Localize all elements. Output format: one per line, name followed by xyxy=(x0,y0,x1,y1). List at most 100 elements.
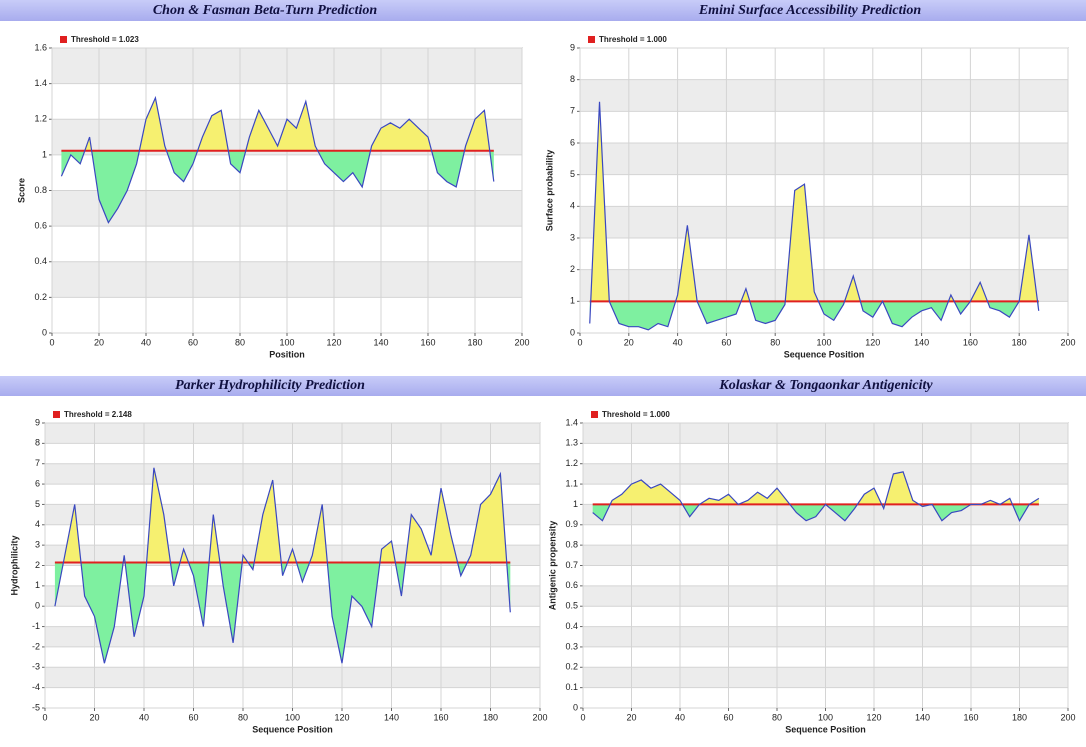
legend-swatch xyxy=(591,411,598,418)
x-tick-label: 180 xyxy=(1012,712,1027,722)
data-line xyxy=(589,101,1040,331)
x-tick-label: 200 xyxy=(514,337,529,347)
area-below xyxy=(54,562,511,664)
x-tick-label: 140 xyxy=(914,337,929,347)
y-axis-label: Antigenic propensity xyxy=(547,521,557,611)
y-tick-label: 1 xyxy=(35,580,40,590)
y-tick-label: 1.1 xyxy=(565,478,578,488)
y-tick-label: 5 xyxy=(35,499,40,509)
y-tick-label: -4 xyxy=(32,682,40,692)
y-tick-label: 7 xyxy=(570,106,575,116)
y-tick-label: -5 xyxy=(32,702,40,712)
y-tick-label: 0.5 xyxy=(565,601,578,611)
title-bar xyxy=(0,376,1086,396)
chart-title: Parker Hydrophilicity Prediction xyxy=(175,378,365,393)
x-tick-label: 160 xyxy=(433,712,448,722)
x-axis-label: Sequence Position xyxy=(252,724,333,734)
y-tick-label: 9 xyxy=(35,417,40,427)
x-tick-label: 40 xyxy=(139,712,149,722)
y-tick-label: 0.8 xyxy=(565,540,578,550)
x-tick-label: 180 xyxy=(483,712,498,722)
y-tick-label: 0.7 xyxy=(565,560,578,570)
x-tick-label: 120 xyxy=(326,337,341,347)
x-tick-label: 20 xyxy=(94,337,104,347)
y-tick-label: 0.9 xyxy=(565,519,578,529)
x-tick-label: 60 xyxy=(723,712,733,722)
y-tick-label: 1 xyxy=(42,149,47,159)
x-tick-label: 0 xyxy=(577,337,582,347)
y-tick-label: 4 xyxy=(570,201,575,211)
legend-label: Threshold = 1.023 xyxy=(71,35,139,44)
area-above xyxy=(610,471,1039,505)
y-axis-label: Surface probability xyxy=(544,150,554,232)
y-tick-label: -2 xyxy=(32,641,40,651)
x-tick-label: 60 xyxy=(188,337,198,347)
x-tick-label: 80 xyxy=(772,712,782,722)
y-tick-label: 0 xyxy=(35,601,40,611)
x-axis-label: Sequence Position xyxy=(784,349,865,359)
y-tick-label: 0.4 xyxy=(34,256,47,266)
y-tick-label: 1.4 xyxy=(565,417,578,427)
x-tick-label: 160 xyxy=(963,712,978,722)
area-below xyxy=(589,301,1039,330)
y-tick-label: 0 xyxy=(42,327,47,337)
x-tick-label: 160 xyxy=(963,337,978,347)
y-tick-label: -3 xyxy=(32,662,40,672)
y-tick-label: 5 xyxy=(570,169,575,179)
x-tick-label: 180 xyxy=(1012,337,1027,347)
y-tick-label: 1.3 xyxy=(565,438,578,448)
y-tick-label: 1 xyxy=(573,499,578,509)
y-tick-label: 6 xyxy=(35,478,40,488)
legend-swatch xyxy=(60,36,67,43)
y-tick-label: 6 xyxy=(570,137,575,147)
y-tick-label: 0.6 xyxy=(34,221,47,231)
x-tick-label: 140 xyxy=(915,712,930,722)
y-axis-label: Hydrophilicity xyxy=(9,535,19,595)
data-line xyxy=(592,471,1040,523)
legend-label: Threshold = 1.000 xyxy=(599,35,667,44)
y-tick-label: 3 xyxy=(570,232,575,242)
y-tick-label: 9 xyxy=(570,42,575,52)
x-axis-label: Position xyxy=(269,349,305,359)
x-tick-label: 200 xyxy=(1060,712,1075,722)
chart-title: Kolaskar & Tongaonkar Antigenicity xyxy=(718,378,933,393)
y-tick-label: 3 xyxy=(35,540,40,550)
x-tick-label: 100 xyxy=(279,337,294,347)
y-tick-label: 2 xyxy=(35,560,40,570)
y-tick-label: 0.4 xyxy=(565,621,578,631)
x-tick-label: 20 xyxy=(624,337,634,347)
x-tick-label: 200 xyxy=(1060,337,1075,347)
y-tick-label: 1 xyxy=(570,296,575,306)
x-tick-label: 60 xyxy=(721,337,731,347)
x-tick-label: 80 xyxy=(235,337,245,347)
x-tick-label: 0 xyxy=(580,712,585,722)
y-tick-label: 7 xyxy=(35,458,40,468)
chart-title: Emini Surface Accessibility Prediction xyxy=(698,3,922,18)
legend-label: Threshold = 1.000 xyxy=(602,410,670,419)
y-tick-label: 0 xyxy=(573,702,578,712)
x-tick-label: 100 xyxy=(285,712,300,722)
x-tick-label: 200 xyxy=(532,712,547,722)
y-tick-label: -1 xyxy=(32,621,40,631)
area-below xyxy=(592,504,1039,521)
x-tick-label: 0 xyxy=(42,712,47,722)
x-axis-label: Sequence Position xyxy=(785,724,866,734)
y-tick-label: 1.4 xyxy=(34,78,47,88)
x-tick-label: 120 xyxy=(334,712,349,722)
x-tick-label: 100 xyxy=(818,712,833,722)
y-axis-label: Score xyxy=(16,178,26,203)
legend-swatch xyxy=(53,411,60,418)
chart-title: Chon & Fasman Beta-Turn Prediction xyxy=(153,3,378,18)
x-tick-label: 120 xyxy=(866,712,881,722)
y-tick-label: 0.2 xyxy=(565,662,578,672)
y-tick-label: 1.2 xyxy=(565,458,578,468)
x-tick-label: 40 xyxy=(141,337,151,347)
data-line xyxy=(60,95,495,224)
x-tick-label: 120 xyxy=(865,337,880,347)
area-below xyxy=(61,150,494,223)
y-tick-label: 0.8 xyxy=(34,185,47,195)
x-tick-label: 40 xyxy=(675,712,685,722)
x-tick-label: 180 xyxy=(467,337,482,347)
title-bar xyxy=(0,0,1086,21)
